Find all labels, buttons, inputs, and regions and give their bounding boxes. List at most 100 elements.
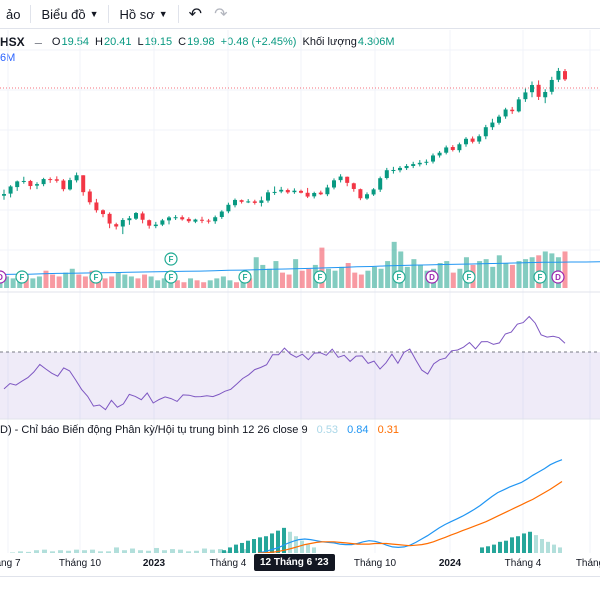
- event-marker-label: F: [20, 273, 25, 282]
- macd-hist-bar: [202, 548, 207, 553]
- event-marker-label: D: [429, 273, 435, 282]
- macd-hist-bar: [240, 542, 244, 553]
- macd-hist-bar: [138, 550, 143, 553]
- candle-body: [490, 122, 495, 128]
- volume-bar: [188, 278, 194, 288]
- price-series: [2, 67, 567, 235]
- volume-bar: [142, 274, 148, 288]
- candle-body: [153, 224, 158, 227]
- volume-bar: [378, 268, 384, 288]
- volume-bar: [417, 264, 423, 288]
- chart-canvas[interactable]: DFFFFFFFDFFD: [0, 30, 600, 553]
- candle-body: [477, 136, 482, 142]
- time-axis[interactable]: áng 7 Tháng 10 2023 Tháng 4 Tháng 10 202…: [0, 553, 600, 575]
- candle-body: [457, 144, 462, 151]
- volume-bar: [306, 268, 312, 288]
- candle-body: [41, 179, 46, 185]
- volume-bar: [365, 270, 371, 288]
- collapse-dash-icon[interactable]: –: [34, 34, 42, 50]
- macd-hist-bar: [114, 547, 119, 553]
- volume-bar: [358, 274, 364, 288]
- candle-body: [358, 189, 363, 199]
- event-marker-label: F: [538, 273, 543, 282]
- macd-hist-bar: [162, 550, 167, 553]
- undo-icon[interactable]: ↶: [188, 6, 203, 23]
- candle-body: [391, 170, 396, 171]
- volume-bar: [529, 257, 535, 288]
- candle-body: [81, 175, 86, 193]
- volume-bar: [181, 282, 187, 288]
- volume-bar: [43, 270, 49, 288]
- profile-menu-button[interactable]: Hồ sơ ▼: [113, 0, 173, 28]
- macd-hist-bar: [170, 549, 175, 553]
- macd-hist-bar: [34, 550, 39, 553]
- symbol-exchange[interactable]: HSX: [0, 35, 25, 49]
- volume-bar: [56, 276, 62, 288]
- volume-bar: [194, 280, 200, 288]
- signal-line: [258, 481, 563, 553]
- time-tick: Tháng 4: [209, 558, 247, 569]
- chart-menu-button[interactable]: Biểu đồ ▼: [35, 0, 104, 28]
- candle-body: [338, 176, 343, 181]
- candle-body: [404, 165, 409, 169]
- volume-bar: [293, 259, 299, 288]
- volume-bar: [174, 280, 180, 288]
- macd-hist-bar: [492, 544, 496, 553]
- macd-hist-bar: [558, 547, 562, 553]
- volume-bar: [391, 241, 397, 288]
- candle-body: [437, 152, 442, 156]
- macd-hist-bar: [122, 550, 127, 553]
- candle-body: [384, 170, 389, 179]
- volume-bar: [325, 268, 331, 288]
- candle-body: [483, 127, 488, 137]
- volume-bar: [135, 278, 141, 288]
- candle-body: [239, 200, 244, 202]
- volume-bar: [516, 261, 522, 288]
- event-marker: [425, 270, 439, 284]
- candle-body: [549, 79, 554, 92]
- macd-hist-bar: [18, 551, 23, 553]
- high-value: 20.41: [103, 36, 132, 48]
- candle-body: [516, 99, 521, 112]
- open-key: O: [51, 36, 61, 48]
- candle-body: [28, 180, 33, 187]
- candle-body: [325, 187, 330, 195]
- low-value: 19.15: [144, 36, 173, 48]
- candle-body: [365, 194, 369, 199]
- macd-hist-bar: [534, 535, 538, 553]
- toolbar-item-cut[interactable]: ảo: [0, 0, 26, 28]
- macd-legend: D) - Chỉ báo Biến động Phân kỳ/Hội tụ tr…: [0, 424, 399, 436]
- event-marker: [313, 270, 327, 284]
- candle-body: [503, 109, 508, 117]
- candle-body: [206, 220, 211, 222]
- macd-hist-bar: [552, 544, 556, 553]
- volume-bar: [444, 261, 450, 288]
- candle-body: [134, 213, 138, 219]
- time-tick: 2023: [142, 558, 166, 569]
- macd-hist-bar: [242, 549, 247, 553]
- redo-icon[interactable]: ↷: [214, 6, 228, 23]
- candle-body: [543, 91, 548, 98]
- macd-histogram-value: 0.53: [316, 424, 339, 436]
- candle-body: [246, 201, 251, 203]
- event-marker-label: F: [169, 273, 174, 282]
- candle-body: [444, 147, 449, 153]
- candle-body: [464, 138, 468, 145]
- candle-body: [219, 211, 224, 218]
- macd-hist-bar: [498, 541, 502, 553]
- chart-menu-label: Biểu đồ: [41, 6, 86, 22]
- candle-body: [35, 184, 39, 186]
- candle-body: [167, 217, 171, 221]
- time-tick: Tháng 10: [58, 558, 102, 569]
- macd-hist-bar: [246, 540, 250, 553]
- divider: [177, 5, 179, 23]
- volume-bar: [214, 278, 220, 288]
- volume-bar: [0, 282, 3, 288]
- candle-body: [312, 192, 317, 197]
- volume-bar: [549, 253, 555, 288]
- volume-bar: [76, 274, 82, 288]
- candle-body: [87, 191, 92, 203]
- macd-hist-bar: [90, 549, 95, 553]
- event-marker: [15, 270, 29, 284]
- candle-body: [213, 217, 218, 222]
